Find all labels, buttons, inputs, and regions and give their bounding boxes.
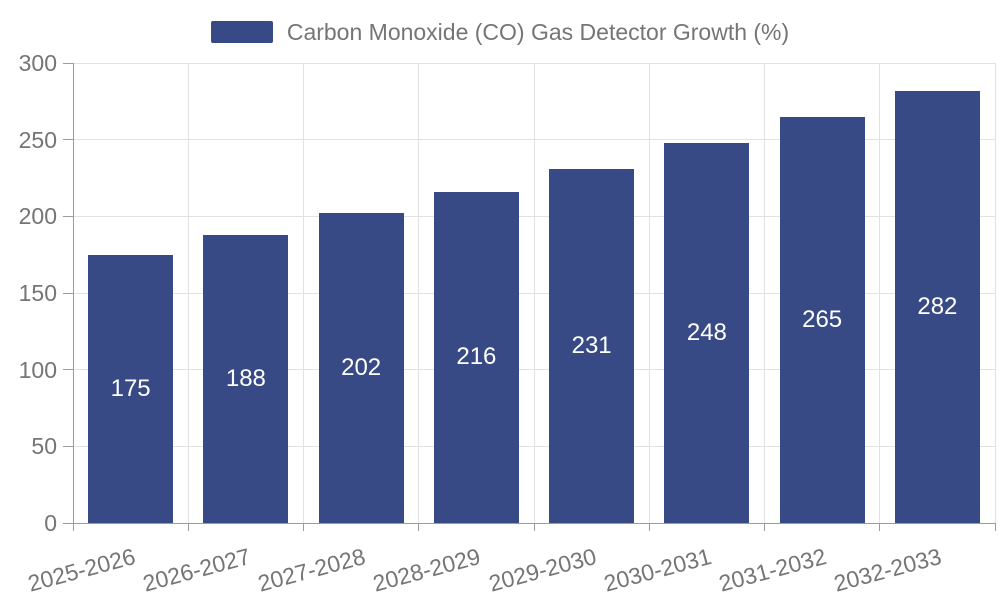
bar-value-label: 248 [686,318,727,346]
x-tick-label: 2032-2033 [831,542,945,597]
x-tick [303,523,304,531]
gridline-v [533,63,535,523]
gridline-v [994,63,996,523]
y-tick-label: 0 [44,510,57,536]
x-tick [72,523,74,531]
x-tick [764,523,765,531]
x-tick [879,523,881,531]
bar-value-label: 282 [917,292,958,320]
y-tick [63,445,73,447]
y-tick-label: 50 [31,433,57,460]
bar: 188 [203,234,289,523]
gridline-v [879,63,881,523]
bar-value-label: 175 [110,374,151,402]
gridline-v [648,63,650,523]
bar-value-label: 188 [225,364,266,392]
legend-swatch-icon [210,21,273,43]
gridline-v [418,63,420,523]
y-tick [63,215,73,217]
x-tick-label: 2030-2031 [600,542,714,597]
y-tick-label: 150 [18,280,57,306]
bar: 248 [664,142,750,523]
plot-area: 0 50 100 150 200 250 300 175 2025-2026 188 2026-20… [19,50,996,597]
bar: 216 [433,191,519,523]
x-tick-label: 2031-2032 [716,542,830,597]
y-tick [63,62,73,64]
x-tick [648,523,650,531]
bar: 265 [779,116,865,523]
gridline-v [303,63,304,523]
y-tick [63,139,73,141]
x-tick [994,523,996,531]
bar: 231 [549,168,635,523]
x-axis-line [73,522,995,524]
legend-item[interactable]: Carbon Monoxide (CO) Gas Detector Growth… [210,18,790,46]
y-tick [63,292,73,294]
legend-label: Carbon Monoxide (CO) Gas Detector Growth… [286,19,790,45]
x-tick-label: 2028-2029 [370,542,484,597]
x-tick-label: 2025-2026 [24,542,138,597]
bar: 202 [318,213,404,523]
x-tick-label: 2027-2028 [255,542,369,597]
x-tick-label: 2026-2027 [139,542,253,597]
gridline-v [187,63,189,523]
y-tick [63,522,73,524]
x-tick-label: 2029-2030 [485,542,599,597]
y-tick-label: 250 [18,126,57,153]
x-tick [418,523,420,531]
y-tick-label: 300 [18,50,57,76]
y-tick [63,369,73,371]
bar-value-label: 231 [571,331,612,359]
y-tick-label: 200 [18,203,57,230]
bar: 282 [894,90,980,523]
bar: 175 [88,254,174,523]
gridline-v [764,63,765,523]
bar-value-label: 216 [456,343,497,371]
x-tick [533,523,535,531]
bar-value-label: 265 [802,305,843,333]
y-tick-label: 100 [18,356,57,383]
x-tick [187,523,189,531]
legend: Carbon Monoxide (CO) Gas Detector Growth… [0,18,1000,46]
bar-value-label: 202 [341,354,382,382]
y-axis-line [72,63,74,523]
